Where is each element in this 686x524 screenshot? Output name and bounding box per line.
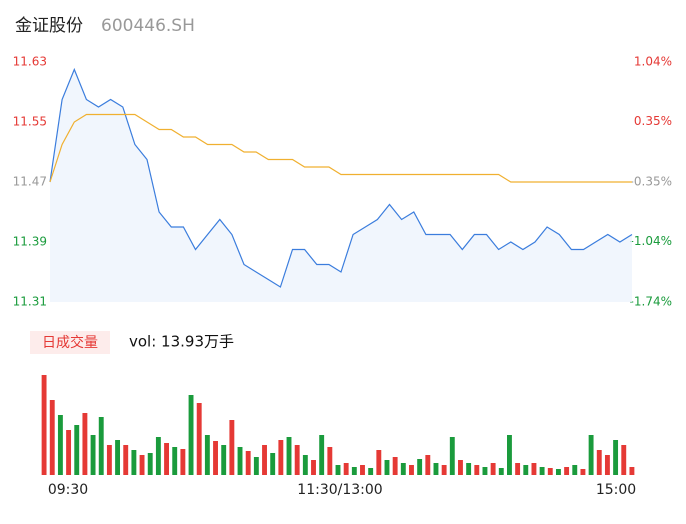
- x-tick-label: 09:30: [48, 482, 88, 498]
- y-tick-label: 11.31: [13, 295, 47, 309]
- volume-bar: [147, 453, 153, 475]
- volume-bar: [498, 468, 504, 475]
- volume-bar: [351, 467, 357, 475]
- volume-bar: [400, 463, 406, 475]
- volume-bar: [49, 400, 55, 475]
- volume-tag: 日成交量: [42, 334, 98, 351]
- volume-bar: [360, 465, 365, 475]
- volume-bar: [319, 435, 325, 475]
- volume-bar: [425, 455, 431, 475]
- volume-bar: [123, 445, 129, 475]
- y-tick-label: 11.55: [13, 115, 47, 129]
- volume-bar: [98, 417, 104, 475]
- volume-bar: [441, 465, 447, 475]
- volume-bar: [311, 460, 316, 475]
- volume-bar: [204, 435, 210, 475]
- volume-bar: [229, 420, 235, 475]
- volume-bar: [466, 463, 472, 475]
- y-tick-label: 11.47: [13, 175, 47, 189]
- volume-bar: [596, 450, 602, 475]
- y2-tick-label: -1.04%: [630, 234, 672, 248]
- volume-bar: [555, 469, 561, 475]
- volume-bar: [278, 440, 284, 475]
- y2-tick-label: 1.04%: [634, 55, 672, 69]
- volume-bar: [131, 450, 137, 475]
- volume-bar: [564, 467, 570, 475]
- y2-tick-label: -1.74%: [630, 295, 672, 309]
- volume-bar: [335, 465, 341, 475]
- x-tick-label: 11:30/13:00: [297, 482, 382, 498]
- volume-bar: [604, 455, 610, 475]
- volume-bar: [302, 455, 308, 475]
- volume-bar: [196, 403, 202, 475]
- volume-bar: [433, 463, 439, 475]
- volume-bar: [449, 437, 455, 475]
- volume-bar: [490, 463, 496, 475]
- volume-bar: [417, 459, 423, 475]
- volume-bar: [57, 415, 63, 475]
- volume-bar: [343, 463, 349, 475]
- volume-bar: [572, 465, 578, 475]
- volume-bar: [515, 463, 521, 475]
- volume-bar: [213, 441, 218, 475]
- volume-bar: [384, 460, 390, 475]
- volume-bar: [41, 375, 47, 475]
- volume-bar: [66, 430, 72, 475]
- volume-bar: [245, 451, 251, 475]
- volume-bar: [613, 440, 619, 475]
- volume-bar: [376, 450, 382, 475]
- volume-bar: [621, 445, 627, 475]
- volume-bar: [139, 455, 145, 475]
- volume-bar: [531, 463, 537, 475]
- volume-bar: [629, 467, 635, 475]
- volume-bar: [164, 443, 169, 475]
- volume-bar: [327, 447, 333, 475]
- volume-bar: [90, 435, 96, 475]
- volume-bar: [294, 445, 300, 475]
- y-tick-label: 11.39: [13, 235, 47, 249]
- series-line: [49, 113, 632, 183]
- volume-bar: [368, 468, 374, 475]
- volume-bar: [82, 413, 88, 475]
- volume-bar: [409, 465, 414, 475]
- volume-bar: [482, 467, 488, 475]
- volume-bar: [180, 449, 186, 475]
- volume-tag-bg: [30, 331, 110, 354]
- volume-bar: [172, 447, 178, 475]
- volume-bar: [286, 437, 292, 475]
- volume-bar: [539, 467, 545, 475]
- volume-bar: [253, 457, 259, 475]
- volume-total: vol: 13.93万手: [129, 333, 234, 351]
- volume-bar: [115, 440, 121, 475]
- volume-bar: [221, 445, 227, 475]
- volume-bar: [507, 435, 512, 475]
- volume-bar: [588, 435, 594, 475]
- volume-bar: [580, 469, 586, 475]
- stock-name: 金证股份: [15, 16, 83, 36]
- stock-code: 600446.SH: [101, 16, 195, 36]
- y2-tick-label: -0.35%: [630, 175, 672, 189]
- x-tick-label: 15:00: [596, 482, 636, 498]
- volume-bar: [106, 445, 112, 475]
- volume-bar: [547, 468, 553, 475]
- volume-bar: [392, 457, 398, 475]
- volume-bar: [74, 425, 80, 475]
- volume-bar: [458, 460, 463, 475]
- volume-bar: [237, 447, 243, 475]
- y-tick-label: 11.63: [13, 55, 47, 69]
- y2-tick-label: 0.35%: [634, 114, 672, 128]
- price-area: [50, 69, 632, 302]
- volume-bar: [523, 465, 529, 475]
- series-line: [49, 67, 633, 288]
- volume-bar: [262, 445, 267, 475]
- volume-bar: [270, 453, 276, 475]
- volume-bar: [188, 395, 194, 475]
- volume-bar: [155, 437, 161, 475]
- volume-bar: [474, 465, 480, 475]
